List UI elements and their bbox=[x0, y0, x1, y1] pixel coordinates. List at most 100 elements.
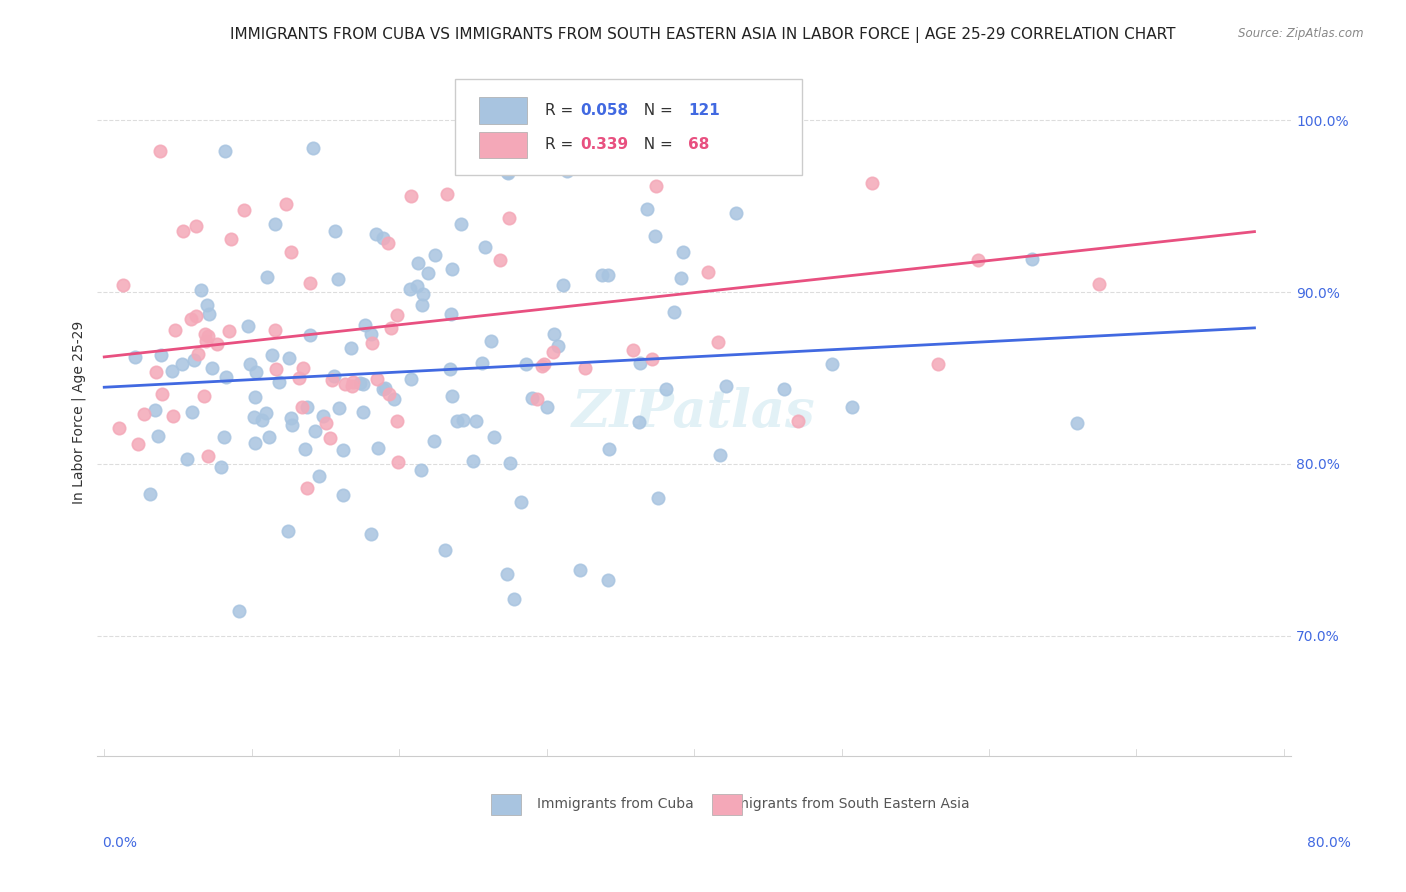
Point bbox=[332, 488, 354, 502]
Point bbox=[194, 327, 217, 342]
Point bbox=[621, 343, 644, 358]
Point bbox=[860, 177, 883, 191]
Point bbox=[280, 244, 302, 259]
Point bbox=[967, 252, 990, 267]
Point bbox=[145, 365, 167, 379]
Point bbox=[385, 414, 408, 428]
Point bbox=[547, 338, 569, 352]
Point bbox=[256, 269, 278, 284]
Point bbox=[408, 256, 430, 270]
Point bbox=[262, 348, 284, 362]
Point bbox=[352, 405, 374, 419]
Point bbox=[714, 378, 737, 392]
Point bbox=[495, 165, 517, 179]
Y-axis label: In Labor Force | Age 25-29: In Labor Force | Age 25-29 bbox=[72, 321, 86, 504]
Point bbox=[263, 217, 285, 231]
Point bbox=[709, 448, 731, 462]
Point bbox=[628, 356, 651, 370]
Point bbox=[301, 141, 323, 155]
Point bbox=[238, 318, 260, 333]
Text: 121: 121 bbox=[688, 103, 720, 118]
Point bbox=[315, 417, 337, 431]
Point bbox=[197, 329, 219, 343]
Point bbox=[502, 591, 524, 606]
Text: N =: N = bbox=[634, 137, 678, 153]
Point bbox=[520, 392, 543, 406]
Point bbox=[319, 432, 342, 446]
Point bbox=[672, 245, 695, 260]
Point bbox=[197, 450, 219, 464]
Point bbox=[664, 304, 686, 318]
Point bbox=[526, 392, 548, 407]
Point bbox=[696, 265, 718, 279]
FancyBboxPatch shape bbox=[456, 78, 801, 175]
Point bbox=[352, 376, 374, 391]
Point bbox=[209, 460, 232, 475]
Point bbox=[411, 297, 433, 311]
Text: N =: N = bbox=[634, 103, 678, 118]
Point bbox=[127, 437, 149, 451]
Point bbox=[378, 386, 401, 401]
Point bbox=[645, 178, 668, 193]
Point bbox=[1021, 252, 1043, 267]
Point bbox=[373, 382, 395, 396]
Point bbox=[515, 357, 537, 371]
Point bbox=[184, 310, 207, 324]
Point bbox=[451, 413, 474, 427]
Point bbox=[474, 239, 496, 253]
Point bbox=[294, 442, 316, 457]
Point bbox=[176, 452, 198, 467]
Text: ZIPatlas: ZIPatlas bbox=[572, 387, 815, 438]
Point bbox=[163, 323, 186, 337]
Point bbox=[257, 430, 280, 444]
FancyBboxPatch shape bbox=[711, 794, 742, 814]
Point bbox=[183, 353, 205, 368]
Point bbox=[250, 413, 273, 427]
Point bbox=[669, 270, 692, 285]
Text: 0.0%: 0.0% bbox=[103, 836, 136, 850]
Point bbox=[328, 401, 350, 416]
Point bbox=[423, 248, 446, 262]
Point bbox=[574, 361, 596, 376]
Text: Immigrants from South Eastern Asia: Immigrants from South Eastern Asia bbox=[718, 797, 970, 812]
Text: Immigrants from Cuba: Immigrants from Cuba bbox=[537, 797, 695, 812]
Point bbox=[245, 390, 267, 404]
Point bbox=[149, 348, 172, 362]
Point bbox=[172, 223, 194, 237]
Point bbox=[218, 324, 240, 338]
Point bbox=[242, 409, 264, 424]
Point bbox=[627, 415, 650, 429]
Point bbox=[399, 189, 422, 203]
Point bbox=[349, 376, 371, 390]
Point bbox=[264, 323, 287, 337]
Text: 0.339: 0.339 bbox=[581, 137, 628, 153]
Point bbox=[498, 166, 520, 180]
Point bbox=[536, 400, 558, 414]
Point bbox=[498, 456, 520, 470]
Point bbox=[360, 527, 382, 541]
Point bbox=[553, 277, 575, 292]
Point bbox=[340, 342, 363, 356]
Point bbox=[786, 414, 808, 428]
Point bbox=[360, 326, 382, 341]
Point bbox=[495, 566, 517, 581]
Point bbox=[214, 144, 236, 158]
Point bbox=[489, 253, 512, 268]
FancyBboxPatch shape bbox=[479, 97, 527, 123]
Point bbox=[201, 361, 224, 376]
Point bbox=[399, 372, 422, 386]
Point bbox=[312, 409, 335, 423]
Point bbox=[450, 217, 472, 231]
Point bbox=[187, 346, 209, 360]
Point bbox=[340, 379, 363, 393]
Point bbox=[720, 78, 742, 93]
Point bbox=[354, 318, 377, 332]
Point bbox=[278, 351, 301, 365]
Point bbox=[927, 357, 949, 371]
Point bbox=[342, 376, 364, 390]
Point bbox=[333, 377, 356, 392]
Point bbox=[361, 335, 384, 350]
Point bbox=[280, 411, 302, 425]
Point bbox=[298, 327, 321, 342]
Point bbox=[245, 365, 267, 379]
